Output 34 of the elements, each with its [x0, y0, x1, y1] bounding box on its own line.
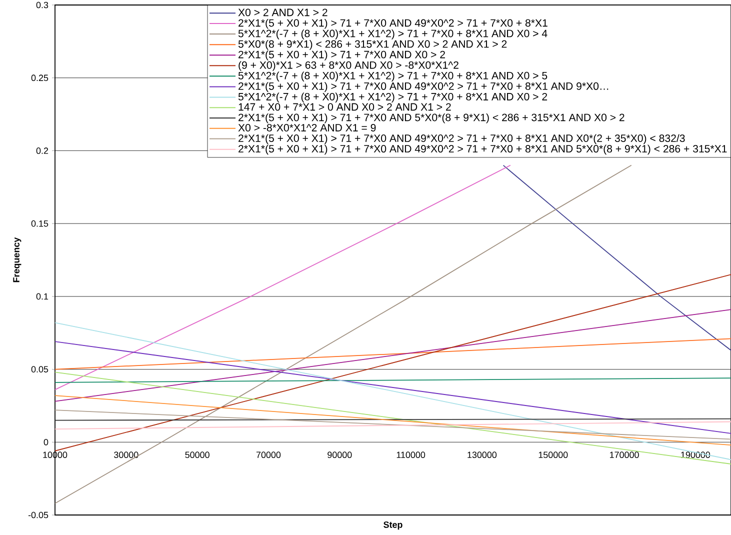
x-tick-label: 70000 — [256, 452, 281, 458]
legend-label: 147 + X0 + 7*X1 > 0 AND X0 > 2 AND X1 > 2 — [238, 103, 451, 111]
legend-label: 2*X1*(5 + X0 + X1) > 71 + 7*X0 AND X0 > 2 — [238, 50, 445, 60]
legend-label: (9 + X0)*X1 > 63 + 8*X0 AND X0 > -8*X0*X1^2 — [238, 61, 458, 71]
y-tick-label: 0 — [44, 438, 48, 446]
legend-label: X0 > 2 AND X1 > 2 — [238, 8, 328, 16]
legend-label: 2*X1*(5 + X0 + X1) > 71 + 7*X0 AND 5*X0*(8 + 9*X1) < 286 + 315*X1 AND X0 > 2 — [238, 113, 624, 124]
y-axis-title: Frequency — [13, 237, 22, 282]
line-series — [502, 164, 731, 351]
x-tick-label: 90000 — [328, 452, 352, 458]
legend-label: X0 > -8*X0*X1^2 AND X1 = 9 — [238, 124, 376, 132]
x-tick-label: 110000 — [396, 452, 426, 458]
y-tick-label: 0.1 — [36, 293, 48, 300]
y-tick-label: 0.15 — [31, 220, 48, 227]
y-tick-label: 0.3 — [36, 2, 48, 8]
y-tick-label: -0.05 — [28, 512, 48, 518]
y-tick-label: 0.05 — [31, 366, 48, 372]
x-axis-title: Step — [384, 522, 402, 530]
legend-label: 2*X1*(5 + X0 + X1) > 71 + 7*X0 AND 49*X0^2 > 71 + 7*X0 + 8*X1 — [238, 18, 548, 29]
legend-label: 2*X1*(5 + X0 + X1) > 71 + 7*X0 AND 49*X0^2 > 71 + 7*X0 + 8*X1 AND 9*X0… — [238, 82, 608, 92]
legend-label: 5*X0*(8 + 9*X1) < 286 + 315*X1 AND X0 > 2 AND X1 > 2 — [238, 40, 507, 50]
legend-label: 2*X1*(5 + X0 + X1) > 71 + 7*X0 AND 49*X0^2 > 71 + 7*X0 + 8*X1 AND X0*(2 + 35*X0) < 832/3 — [238, 134, 685, 144]
legend-label: 5*X1^2*(-7 + (8 + X0)*X1 + X1^2) > 71 + 7*X0 + 8*X1 AND X0 > 4 — [238, 29, 548, 40]
legend-label: 5*X1^2*(-7 + (8 + X0)*X1 + X1^2) > 71 + 7*X0 + 8*X1 AND X0 > 5 — [238, 72, 548, 82]
x-tick-label: 170000 — [610, 452, 639, 458]
x-tick-label: 30000 — [114, 452, 138, 458]
x-tick-label: 50000 — [185, 452, 210, 458]
x-tick-label: 150000 — [538, 452, 568, 458]
y-tick-label: 0.25 — [31, 74, 48, 82]
legend-label: 5*X1^2*(-7 + (8 + X0)*X1 + X1^2) > 71 + 7*X0 + 8*X1 AND X0 > 2 — [238, 92, 548, 103]
legend-label: 2*X1*(5 + X0 + X1) > 71 + 7*X0 AND 49*X0^2 > 71 + 7*X0 + 8*X1 AND 5*X0*(8 + 9*X1) < 286 + 315*X1 — [238, 144, 727, 155]
y-tick-label: 0.2 — [36, 148, 48, 154]
line-series — [55, 164, 511, 390]
x-tick-label: 130000 — [468, 452, 497, 458]
